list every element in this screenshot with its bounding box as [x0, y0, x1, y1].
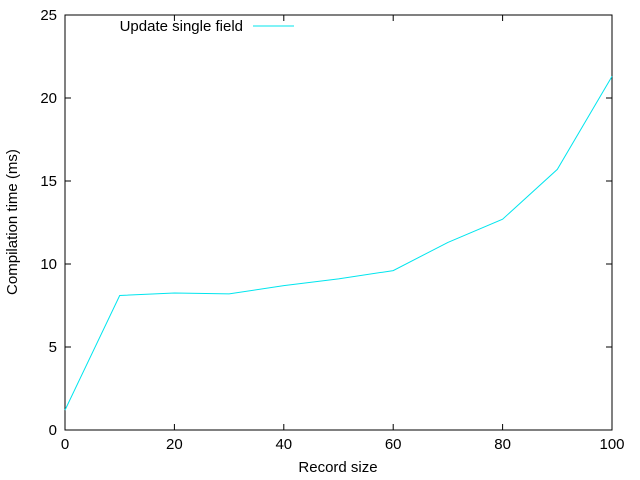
- x-tick-label: 40: [275, 436, 292, 453]
- series-line: [64, 76, 613, 411]
- x-tick-label: 20: [166, 436, 183, 453]
- x-tick-label: 60: [385, 436, 402, 453]
- y-axis-ticks: 0 5 10 15 20 25: [40, 7, 612, 439]
- x-axis-ticks: 0 20 40 60 80 100: [61, 15, 625, 453]
- y-tick-label: 15: [40, 173, 57, 190]
- series-layer: [64, 76, 613, 411]
- x-tick-label: 0: [61, 436, 69, 453]
- y-tick-label: 5: [49, 339, 57, 356]
- legend: Update single field: [120, 18, 294, 35]
- y-tick-label: 25: [40, 7, 57, 24]
- legend-label: Update single field: [120, 18, 243, 35]
- y-axis-label: Compilation time (ms): [4, 149, 21, 295]
- x-axis-label: Record size: [298, 459, 377, 476]
- x-tick-label: 80: [494, 436, 511, 453]
- y-tick-label: 0: [49, 422, 57, 439]
- y-tick-label: 10: [40, 256, 57, 273]
- x-tick-label: 100: [599, 436, 624, 453]
- plot-frame: [64, 14, 613, 431]
- y-tick-label: 20: [40, 90, 57, 107]
